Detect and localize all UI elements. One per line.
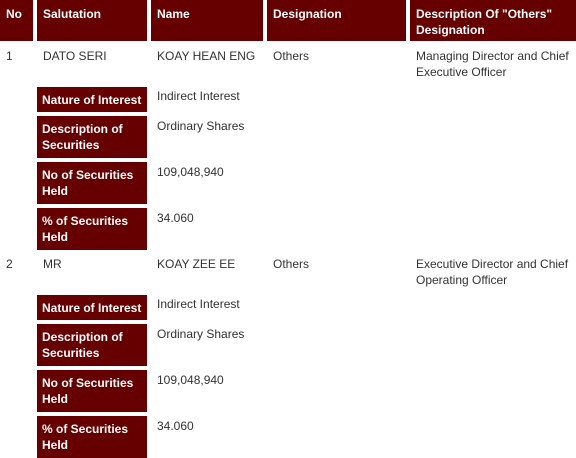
row-1-designation: Others — [273, 49, 310, 63]
row-1-percent-of-securities-held-label: % of Securities Held — [37, 208, 147, 250]
row-1-no-of-securities-held-value: 109,048,940 — [157, 165, 224, 179]
row-1-nature-of-interest-label: Nature of Interest — [37, 87, 147, 112]
row-2-percent-of-securities-held-value: 34.060 — [157, 419, 194, 433]
row-2-nature-of-interest-label: Nature of Interest — [37, 295, 147, 320]
row-2-description-of-securities-value: Ordinary Shares — [157, 327, 245, 341]
row-2-no: 2 — [6, 257, 13, 271]
row-2-salutation: MR — [43, 257, 62, 271]
row-1-percent-of-securities-held-value: 34.060 — [157, 211, 194, 225]
row-1-nature-of-interest-value: Indirect Interest — [157, 89, 240, 103]
row-2-nature-of-interest-value: Indirect Interest — [157, 297, 240, 311]
row-2-description-of-securities-label: Description of Securities — [37, 324, 147, 366]
row-1-no-of-securities-held-label: No of Securities Held — [37, 162, 147, 204]
row-2-designation: Others — [273, 257, 310, 271]
header-description-others: Description Of "Others" Designation — [410, 0, 576, 41]
row-2-no-of-securities-held-label: No of Securities Held — [37, 370, 147, 412]
row-2-percent-of-securities-held-label: % of Securities Held — [37, 416, 147, 458]
row-1-name: KOAY HEAN ENG — [157, 49, 256, 63]
row-1-description-others: Managing Director and Chief Executive Of… — [416, 49, 569, 79]
row-2-no-of-securities-held-value: 109,048,940 — [157, 373, 224, 387]
row-1-salutation: DATO SERI — [43, 49, 107, 63]
row-1-no: 1 — [6, 49, 13, 63]
row-1-description-of-securities-label: Description of Securities — [37, 116, 147, 158]
row-2-name: KOAY ZEE EE — [157, 257, 236, 271]
header-no: No — [0, 0, 33, 41]
header-designation: Designation — [267, 0, 406, 41]
row-1-description-of-securities-value: Ordinary Shares — [157, 119, 245, 133]
header-name: Name — [151, 0, 263, 41]
header-salutation: Salutation — [37, 0, 147, 41]
row-2-description-others: Executive Director and Chief Operating O… — [416, 257, 569, 287]
